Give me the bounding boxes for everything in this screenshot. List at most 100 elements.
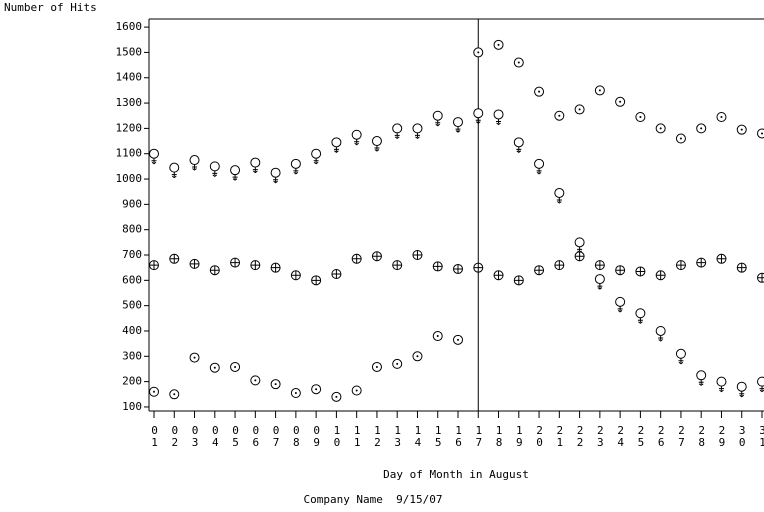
marker-dot xyxy=(497,43,500,46)
point xyxy=(270,167,281,184)
point xyxy=(189,352,200,363)
marker-plus xyxy=(575,251,585,261)
y-tick-label: 1200 xyxy=(116,121,143,134)
point xyxy=(534,265,545,276)
marker-venus xyxy=(374,145,380,152)
point xyxy=(371,361,382,372)
x-tick-label: 17 xyxy=(472,424,485,448)
x-tick-label: 10 xyxy=(330,424,343,448)
point xyxy=(757,128,764,139)
y-axis-label: Number of Hits xyxy=(4,1,97,14)
point xyxy=(311,275,322,286)
marker-ring xyxy=(209,161,220,172)
x-axis-label: Day of Month in August xyxy=(383,468,529,481)
marker-ring xyxy=(230,165,241,176)
marker-dot xyxy=(761,132,763,135)
marker-dot xyxy=(375,365,378,368)
marker-ring xyxy=(736,381,747,392)
point xyxy=(736,262,747,273)
marker-dot xyxy=(538,90,541,93)
marker-dot xyxy=(254,379,257,382)
footnote: Company Name 9/15/07 xyxy=(303,493,442,506)
marker-plus xyxy=(190,259,200,269)
point xyxy=(230,257,241,268)
marker-plus xyxy=(716,254,726,264)
marker-plus xyxy=(331,269,341,279)
point xyxy=(209,161,220,178)
marker-venus xyxy=(556,197,562,204)
x-tick-label: 21 xyxy=(553,424,566,448)
marker-ring xyxy=(189,155,200,166)
point xyxy=(453,117,463,133)
marker-ring xyxy=(675,348,686,359)
point xyxy=(169,389,180,400)
marker-dot xyxy=(335,395,338,398)
point xyxy=(392,123,403,140)
marker-venus xyxy=(759,386,764,393)
point xyxy=(392,358,403,369)
marker-dot xyxy=(294,392,297,395)
marker-plus xyxy=(635,266,645,276)
marker-dot xyxy=(477,51,480,54)
marker-ring xyxy=(371,136,382,147)
marker-ring xyxy=(270,167,281,178)
point xyxy=(473,262,484,273)
marker-ring xyxy=(594,274,605,285)
y-tick-label: 1400 xyxy=(116,71,143,84)
point xyxy=(250,157,261,174)
point xyxy=(736,124,747,135)
marker-ring xyxy=(615,296,626,307)
marker-dot xyxy=(234,365,237,368)
marker-venus xyxy=(739,391,745,398)
marker-venus xyxy=(617,306,623,313)
marker-ring xyxy=(493,109,504,120)
marker-venus xyxy=(475,117,481,124)
marker-venus xyxy=(496,118,502,126)
x-tick-label: 22 xyxy=(574,424,587,448)
marker-plus xyxy=(595,260,605,270)
marker-ring xyxy=(473,108,484,119)
marker-plus xyxy=(250,260,260,270)
marker-dot xyxy=(274,383,277,386)
x-tick-label: 09 xyxy=(310,424,323,448)
marker-ring xyxy=(554,187,565,198)
y-tick-label: 800 xyxy=(122,223,142,236)
x-tick-label: 14 xyxy=(411,424,424,448)
marker-plus xyxy=(311,275,321,285)
marker-venus xyxy=(698,379,704,386)
marker-ring xyxy=(757,376,764,387)
x-tick-label: 28 xyxy=(695,424,708,448)
x-tick-label: 19 xyxy=(513,424,526,448)
marker-plus xyxy=(149,260,159,270)
point xyxy=(189,155,200,171)
point xyxy=(473,47,484,58)
point xyxy=(412,123,423,140)
y-tick-label: 1500 xyxy=(116,45,143,58)
marker-ring xyxy=(412,123,423,134)
point xyxy=(331,137,342,153)
marker-venus xyxy=(232,174,238,181)
x-tick-label: 26 xyxy=(655,424,668,448)
marker-dot xyxy=(416,355,419,358)
x-tick-label: 06 xyxy=(249,424,262,448)
point xyxy=(331,269,342,280)
marker-ring xyxy=(574,237,585,248)
marker-venus xyxy=(171,172,177,179)
point xyxy=(574,104,585,115)
marker-plus xyxy=(271,263,281,273)
marker-plus xyxy=(554,260,564,270)
x-tick-label: 18 xyxy=(493,424,506,448)
marker-plus xyxy=(737,263,747,273)
marker-venus xyxy=(252,167,258,174)
point xyxy=(331,391,342,402)
point xyxy=(432,261,443,272)
marker-venus xyxy=(333,146,339,153)
marker-venus xyxy=(151,158,157,165)
point xyxy=(493,270,504,281)
marker-venus xyxy=(192,164,198,171)
marker-ring xyxy=(716,376,727,387)
point xyxy=(473,108,484,124)
point xyxy=(594,274,605,290)
point xyxy=(696,123,707,134)
point xyxy=(554,110,565,121)
